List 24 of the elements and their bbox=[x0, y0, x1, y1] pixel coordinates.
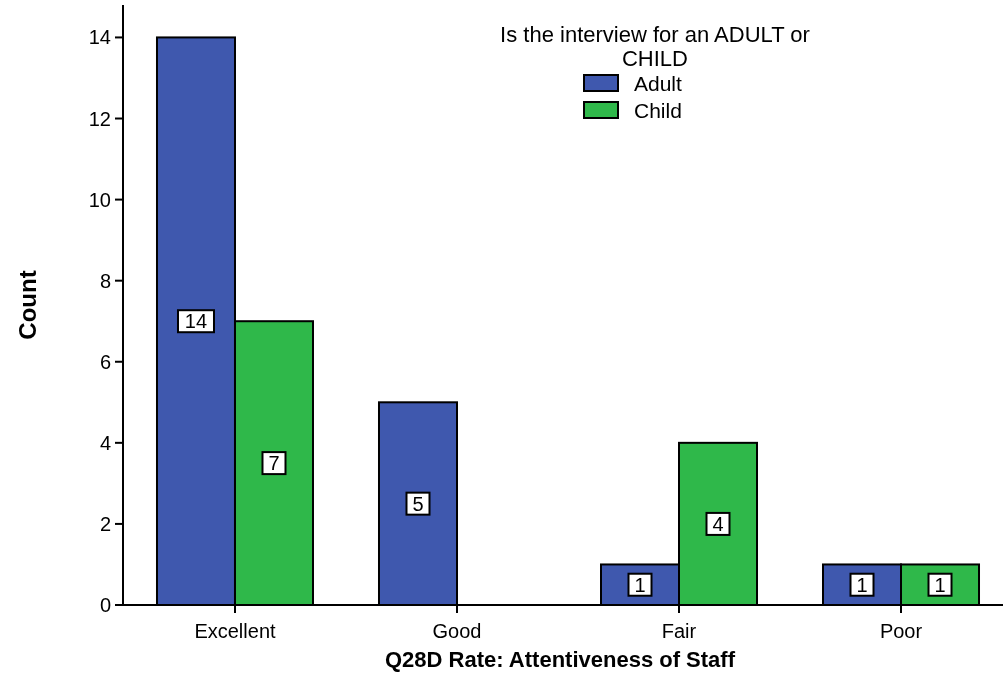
data-label: 1 bbox=[934, 573, 946, 596]
legend-label: Adult bbox=[634, 72, 683, 95]
data-label: 1 bbox=[856, 573, 868, 596]
legend-title: Is the interview for an ADULT or CHILD bbox=[500, 22, 810, 71]
x-tick-label: Good bbox=[432, 620, 482, 642]
data-label: 7 bbox=[268, 452, 280, 475]
x-axis-title: Q28D Rate: Attentiveness of Staff bbox=[384, 647, 736, 672]
y-tick-label: 14 bbox=[88, 26, 111, 49]
y-tick-label: 12 bbox=[88, 107, 111, 130]
x-tick-label: Poor bbox=[879, 620, 923, 642]
y-tick-label: 10 bbox=[88, 188, 111, 211]
data-label: 5 bbox=[412, 492, 424, 515]
data-label: 14 bbox=[184, 310, 208, 333]
y-tick-label: 6 bbox=[99, 350, 111, 373]
y-tick-label: 4 bbox=[99, 431, 111, 454]
data-label: 4 bbox=[712, 512, 724, 535]
y-axis-title: Count bbox=[14, 270, 41, 340]
legend-label: Child bbox=[634, 99, 682, 122]
data-label: 1 bbox=[634, 573, 646, 596]
x-tick-label: Fair bbox=[661, 620, 697, 642]
y-tick-label: 2 bbox=[99, 512, 111, 535]
x-tick-label: Excellent bbox=[194, 620, 277, 642]
y-tick-label: 8 bbox=[99, 269, 111, 292]
y-tick-label: 0 bbox=[99, 594, 111, 616]
